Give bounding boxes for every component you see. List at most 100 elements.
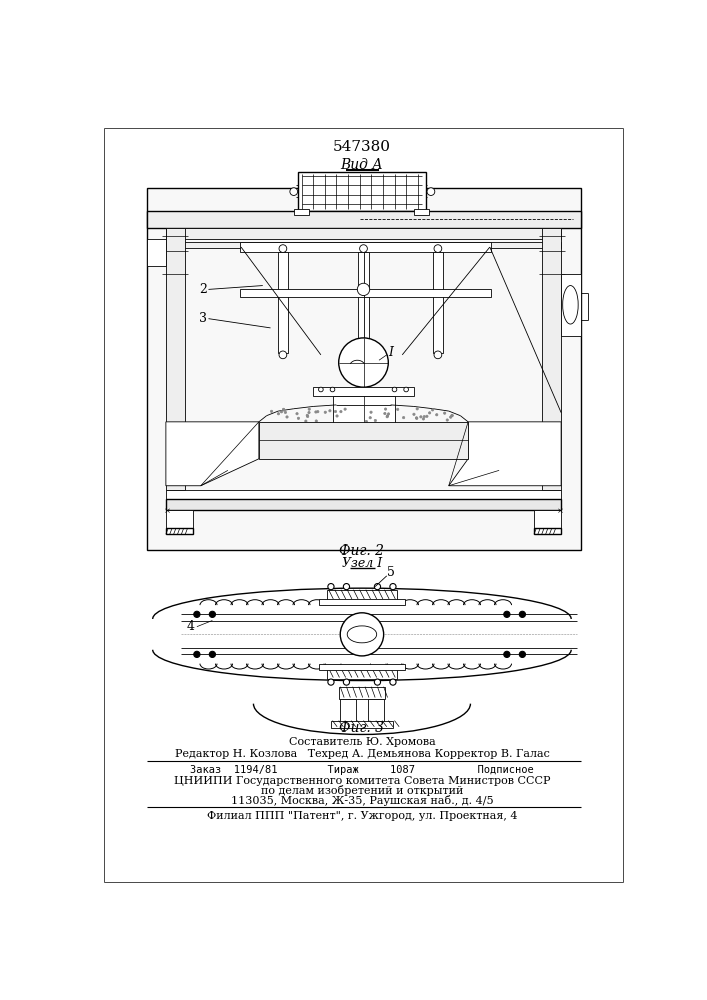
- Text: Вид А: Вид А: [341, 158, 383, 172]
- Text: 4: 4: [187, 620, 194, 633]
- Circle shape: [427, 188, 435, 195]
- Circle shape: [324, 411, 327, 413]
- Circle shape: [194, 651, 200, 657]
- Circle shape: [443, 412, 446, 414]
- Bar: [146, 188, 580, 550]
- Circle shape: [369, 417, 371, 419]
- Circle shape: [431, 409, 433, 411]
- Circle shape: [270, 410, 273, 413]
- Polygon shape: [259, 422, 468, 459]
- Circle shape: [328, 679, 334, 685]
- Circle shape: [392, 387, 397, 392]
- Circle shape: [277, 413, 279, 415]
- Text: Фиг. 2: Фиг. 2: [339, 544, 385, 558]
- Bar: [279, 252, 288, 353]
- Circle shape: [296, 413, 298, 415]
- Text: ×: ×: [164, 507, 171, 515]
- Text: Узел I: Узел I: [341, 557, 382, 570]
- Circle shape: [504, 611, 510, 617]
- Text: 2: 2: [199, 283, 207, 296]
- Text: 547380: 547380: [333, 140, 391, 154]
- Bar: [240, 242, 491, 252]
- Circle shape: [404, 387, 409, 392]
- Text: по делам изобретений и открытий: по делам изобретений и открытий: [261, 785, 463, 796]
- Bar: [166, 228, 561, 239]
- Circle shape: [339, 338, 388, 387]
- Circle shape: [283, 409, 285, 411]
- Polygon shape: [166, 422, 259, 486]
- Circle shape: [519, 611, 525, 617]
- Circle shape: [308, 411, 310, 414]
- Bar: [327, 590, 397, 600]
- Circle shape: [504, 651, 510, 657]
- Bar: [166, 528, 193, 534]
- Circle shape: [360, 245, 368, 252]
- Circle shape: [423, 415, 426, 418]
- Circle shape: [519, 651, 525, 657]
- Bar: [166, 228, 185, 490]
- Circle shape: [357, 283, 370, 296]
- Circle shape: [334, 410, 337, 413]
- Circle shape: [344, 584, 349, 590]
- Circle shape: [360, 351, 368, 359]
- Bar: [414, 209, 429, 215]
- Circle shape: [434, 245, 442, 252]
- Circle shape: [282, 408, 285, 411]
- Text: Составитель Ю. Хромова: Составитель Ю. Хромова: [288, 737, 436, 747]
- Text: Редактор Н. Козлова   Техред А. Демьянова Корректор В. Галас: Редактор Н. Козлова Техред А. Демьянова …: [175, 749, 549, 759]
- Text: Филиал ППП "Патент", г. Ужгород, ул. Проектная, 4: Филиал ППП "Патент", г. Ужгород, ул. Про…: [206, 811, 518, 821]
- Circle shape: [374, 419, 377, 422]
- Circle shape: [306, 415, 309, 418]
- Circle shape: [279, 351, 287, 359]
- Circle shape: [280, 411, 283, 413]
- Circle shape: [340, 410, 342, 413]
- Circle shape: [451, 415, 453, 417]
- Circle shape: [415, 417, 418, 419]
- Bar: [534, 528, 561, 534]
- Circle shape: [344, 679, 349, 685]
- Bar: [146, 211, 580, 228]
- Circle shape: [374, 679, 380, 685]
- Circle shape: [385, 408, 387, 410]
- Bar: [358, 252, 369, 353]
- Bar: [320, 599, 404, 605]
- Circle shape: [402, 416, 405, 419]
- Circle shape: [374, 584, 380, 590]
- Bar: [332, 396, 395, 457]
- Text: I: I: [388, 346, 393, 359]
- Circle shape: [434, 351, 442, 359]
- Circle shape: [386, 415, 389, 417]
- Bar: [146, 239, 166, 266]
- Circle shape: [306, 414, 308, 417]
- Circle shape: [298, 417, 300, 419]
- Polygon shape: [449, 422, 561, 486]
- Circle shape: [387, 413, 390, 415]
- Circle shape: [451, 414, 453, 417]
- Circle shape: [319, 387, 323, 392]
- Bar: [339, 687, 385, 699]
- Bar: [293, 209, 309, 215]
- Text: Фиг. 3: Фиг. 3: [339, 721, 385, 735]
- Circle shape: [390, 679, 396, 685]
- Circle shape: [330, 387, 335, 392]
- Circle shape: [384, 412, 386, 415]
- Circle shape: [344, 408, 346, 410]
- Bar: [166, 242, 561, 248]
- Circle shape: [397, 408, 399, 411]
- Text: ×: ×: [557, 507, 564, 515]
- Circle shape: [366, 420, 368, 423]
- Circle shape: [209, 611, 216, 617]
- Circle shape: [446, 419, 448, 421]
- Bar: [320, 664, 404, 670]
- Circle shape: [315, 411, 317, 413]
- Bar: [534, 510, 561, 531]
- Text: ЦНИИПИ Государственного комитета Совета Министров СССР: ЦНИИПИ Государственного комитета Совета …: [174, 776, 550, 786]
- Circle shape: [416, 417, 418, 419]
- Text: Заказ  1194/81        Тираж     1087          Подписное: Заказ 1194/81 Тираж 1087 Подписное: [190, 765, 534, 775]
- Bar: [298, 172, 426, 211]
- Text: 113035, Москва, Ж-35, Раушская наб., д. 4/5: 113035, Москва, Ж-35, Раушская наб., д. …: [230, 795, 493, 806]
- Bar: [331, 721, 393, 728]
- Bar: [313, 387, 414, 396]
- Bar: [166, 499, 561, 510]
- Circle shape: [315, 420, 317, 422]
